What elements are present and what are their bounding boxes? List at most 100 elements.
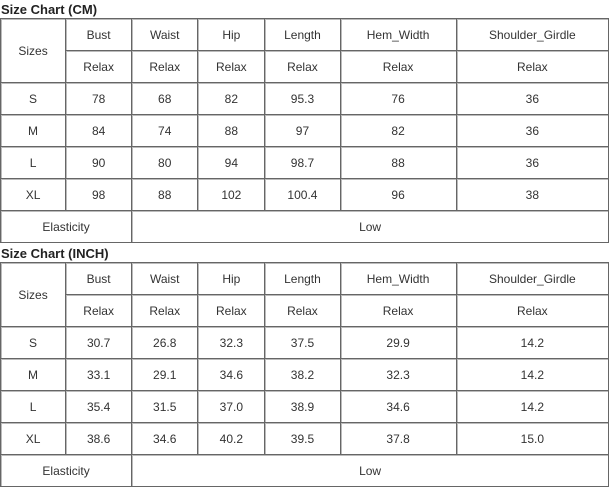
column-subheader: Relax — [340, 295, 457, 327]
measurement-cell: 15.0 — [456, 423, 609, 455]
measurement-cell: 80 — [132, 147, 199, 179]
size-cell: M — [1, 115, 67, 147]
elasticity-label: Elasticity — [1, 455, 133, 487]
size-cell: XL — [1, 423, 67, 455]
sizes-header: Sizes — [1, 263, 67, 327]
size-chart-title: Size Chart (CM) — [1, 2, 98, 17]
measurement-cell: 38.2 — [265, 359, 341, 391]
measurement-cell: 29.9 — [340, 327, 457, 359]
elasticity-label: Elasticity — [1, 211, 133, 243]
column-subheader: Relax — [456, 295, 609, 327]
measurement-cell: 33.1 — [66, 359, 133, 391]
elasticity-value: Low — [132, 211, 609, 243]
measurement-cell: 82 — [198, 83, 266, 115]
table-row: S 78 68 82 95.3 76 36 — [1, 83, 609, 115]
column-header: Waist — [132, 19, 199, 51]
column-subheader: Relax — [265, 51, 341, 83]
measurement-cell: 36 — [456, 83, 609, 115]
measurement-cell: 14.2 — [456, 359, 609, 391]
measurement-cell: 40.2 — [198, 423, 266, 455]
column-subheader: Relax — [456, 51, 609, 83]
table-row: L 35.4 31.5 37.0 38.9 34.6 14.2 — [1, 391, 609, 423]
measurement-cell: 32.3 — [198, 327, 266, 359]
measurement-cell: 98 — [66, 179, 133, 211]
column-subheader: Relax — [198, 295, 266, 327]
column-header: Hem_Width — [340, 19, 457, 51]
measurement-cell: 14.2 — [456, 327, 609, 359]
measurement-cell: 78 — [66, 83, 133, 115]
table-row: S 30.7 26.8 32.3 37.5 29.9 14.2 — [1, 327, 609, 359]
elasticity-row: Elasticity Low — [1, 211, 609, 243]
column-subheader: Relax — [66, 295, 133, 327]
size-cell: S — [1, 327, 67, 359]
measurement-cell: 96 — [340, 179, 457, 211]
column-header: Waist — [132, 263, 199, 295]
measurement-cell: 95.3 — [265, 83, 341, 115]
measurement-cell: 37.0 — [198, 391, 266, 423]
measurement-cell: 34.6 — [132, 423, 199, 455]
header-row: Sizes Bust Waist Hip Length Hem_Width Shoulder… — [1, 19, 609, 83]
table-row: L 90 80 94 98.7 88 36 — [1, 147, 609, 179]
measurement-cell: 32.3 — [340, 359, 457, 391]
measurement-cell: 88 — [198, 115, 266, 147]
size-cell: M — [1, 359, 67, 391]
column-subheader: Relax — [132, 51, 199, 83]
measurement-cell: 98.7 — [265, 147, 341, 179]
column-header: Hem_Width — [340, 263, 457, 295]
measurement-cell: 29.1 — [132, 359, 199, 391]
sizes-header: Sizes — [1, 19, 67, 83]
column-header: Length — [265, 263, 341, 295]
size-chart-title: Size Chart (INCH) — [1, 246, 109, 261]
elasticity-value: Low — [132, 455, 609, 487]
measurement-cell: 31.5 — [132, 391, 199, 423]
measurement-cell: 30.7 — [66, 327, 133, 359]
measurement-cell: 35.4 — [66, 391, 133, 423]
table-row: M 84 74 88 97 82 36 — [1, 115, 609, 147]
column-subheader: Relax — [265, 295, 341, 327]
measurement-cell: 38.9 — [265, 391, 341, 423]
table-row: XL 38.6 34.6 40.2 39.5 37.8 15.0 — [1, 423, 609, 455]
column-header: Length — [265, 19, 341, 51]
column-header: Shoulder_Girdle — [456, 263, 609, 295]
measurement-cell: 38 — [456, 179, 609, 211]
size-cell: L — [1, 147, 67, 179]
measurement-cell: 102 — [198, 179, 266, 211]
measurement-cell: 74 — [132, 115, 199, 147]
measurement-cell: 36 — [456, 115, 609, 147]
column-header: Shoulder_Girdle — [456, 19, 609, 51]
column-header: Bust — [66, 19, 133, 51]
measurement-cell: 88 — [132, 179, 199, 211]
column-header: Hip — [198, 263, 266, 295]
measurement-cell: 84 — [66, 115, 133, 147]
size-cell: XL — [1, 179, 67, 211]
subheader-row: Relax Relax Relax Relax Relax Relax — [1, 295, 609, 327]
measurement-cell: 68 — [132, 83, 199, 115]
table-row: XL 98 88 102 100.4 96 38 — [1, 179, 609, 211]
measurement-cell: 34.6 — [340, 391, 457, 423]
measurement-cell: 34.6 — [198, 359, 266, 391]
column-subheader: Relax — [132, 295, 199, 327]
measurement-cell: 97 — [265, 115, 341, 147]
column-header: Hip — [198, 19, 266, 51]
measurement-cell: 37.5 — [265, 327, 341, 359]
size-chart-table: Sizes Bust Waist Hip Length Hem_Width Shoulder… — [0, 18, 609, 243]
measurement-cell: 36 — [456, 147, 609, 179]
size-cell: S — [1, 83, 67, 115]
measurement-cell: 26.8 — [132, 327, 199, 359]
column-subheader: Relax — [340, 51, 457, 83]
measurement-cell: 38.6 — [66, 423, 133, 455]
measurement-cell: 94 — [198, 147, 266, 179]
subheader-row: Relax Relax Relax Relax Relax Relax — [1, 51, 609, 83]
measurement-cell: 14.2 — [456, 391, 609, 423]
size-chart-table: Sizes Bust Waist Hip Length Hem_Width Shoulder… — [0, 262, 609, 487]
measurement-cell: 39.5 — [265, 423, 341, 455]
measurement-cell: 88 — [340, 147, 457, 179]
elasticity-row: Elasticity Low — [1, 455, 609, 487]
header-row: Sizes Bust Waist Hip Length Hem_Width Shoulder… — [1, 263, 609, 327]
size-cell: L — [1, 391, 67, 423]
measurement-cell: 82 — [340, 115, 457, 147]
column-subheader: Relax — [198, 51, 266, 83]
measurement-cell: 100.4 — [265, 179, 341, 211]
column-subheader: Relax — [66, 51, 133, 83]
